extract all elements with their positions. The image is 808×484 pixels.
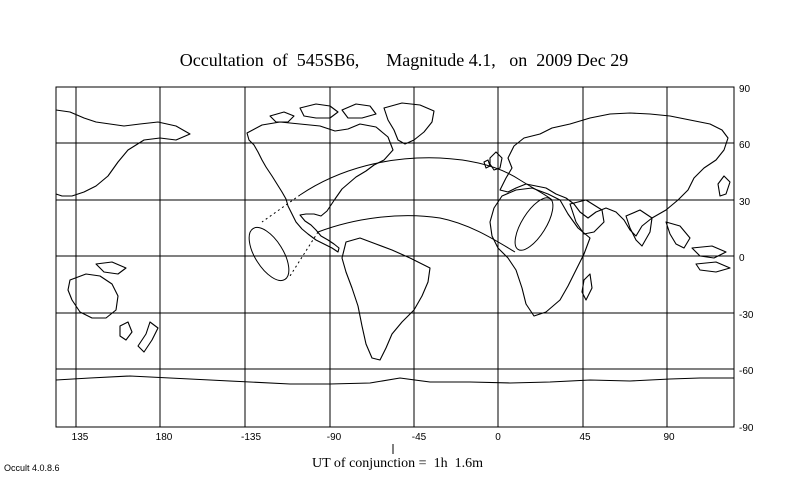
lat-label-90: 90	[739, 84, 751, 95]
lon-label-minus90: -90	[327, 432, 342, 443]
lat-label-minus30: -30	[739, 310, 754, 321]
south-america-coastline	[341, 237, 431, 361]
australia-coastline	[67, 273, 133, 341]
lon-label-135: 135	[72, 432, 89, 443]
north-america-coastline	[246, 121, 394, 253]
lon-label-minus135: -135	[241, 432, 261, 443]
software-version-label: Occult 4.0.8.6	[4, 463, 60, 473]
conjunction-time-label: UT of conjunction = 1h 1.6m	[312, 456, 483, 471]
lat-label-60: 60	[739, 140, 751, 151]
lon-label-180: 180	[156, 432, 173, 443]
india-coastline	[625, 209, 653, 247]
lat-label-minus60: -60	[739, 366, 754, 377]
lon-label-90: 90	[663, 432, 675, 443]
madagascar-coastline	[581, 273, 593, 301]
lon-label-45: 45	[579, 432, 591, 443]
lat-label-30: 30	[739, 197, 751, 208]
arabia-coastline	[569, 199, 605, 235]
arctic-islands-coastline	[269, 103, 377, 123]
path-south-extension	[289, 231, 319, 277]
eurasia-coastline	[499, 112, 729, 237]
lat-label-minus90: -90	[739, 423, 754, 434]
lon-label-0: 0	[495, 432, 501, 443]
new-zealand-coastline	[137, 321, 159, 353]
new-guinea-coastline	[95, 261, 127, 275]
path-east-end-ellipse	[514, 197, 554, 251]
southeast-asia-coastline	[665, 221, 731, 273]
map-title: Occultation of 545SB6, Magnitude 4.1, on…	[179, 50, 629, 70]
lon-label-minus45: -45	[412, 432, 427, 443]
occultation-path	[248, 157, 554, 282]
lat-label-0: 0	[739, 253, 745, 264]
japan-coastline	[717, 175, 731, 197]
path-north-limit	[299, 157, 553, 201]
path-south-limit	[317, 215, 516, 253]
antarctica-coastline	[55, 375, 734, 385]
greenland-coastline	[383, 102, 435, 145]
east-asia-west-edge-coastline	[55, 109, 191, 197]
path-west-end-ellipse	[248, 226, 290, 282]
map-frame	[55, 86, 735, 428]
africa-coastline	[489, 187, 591, 317]
